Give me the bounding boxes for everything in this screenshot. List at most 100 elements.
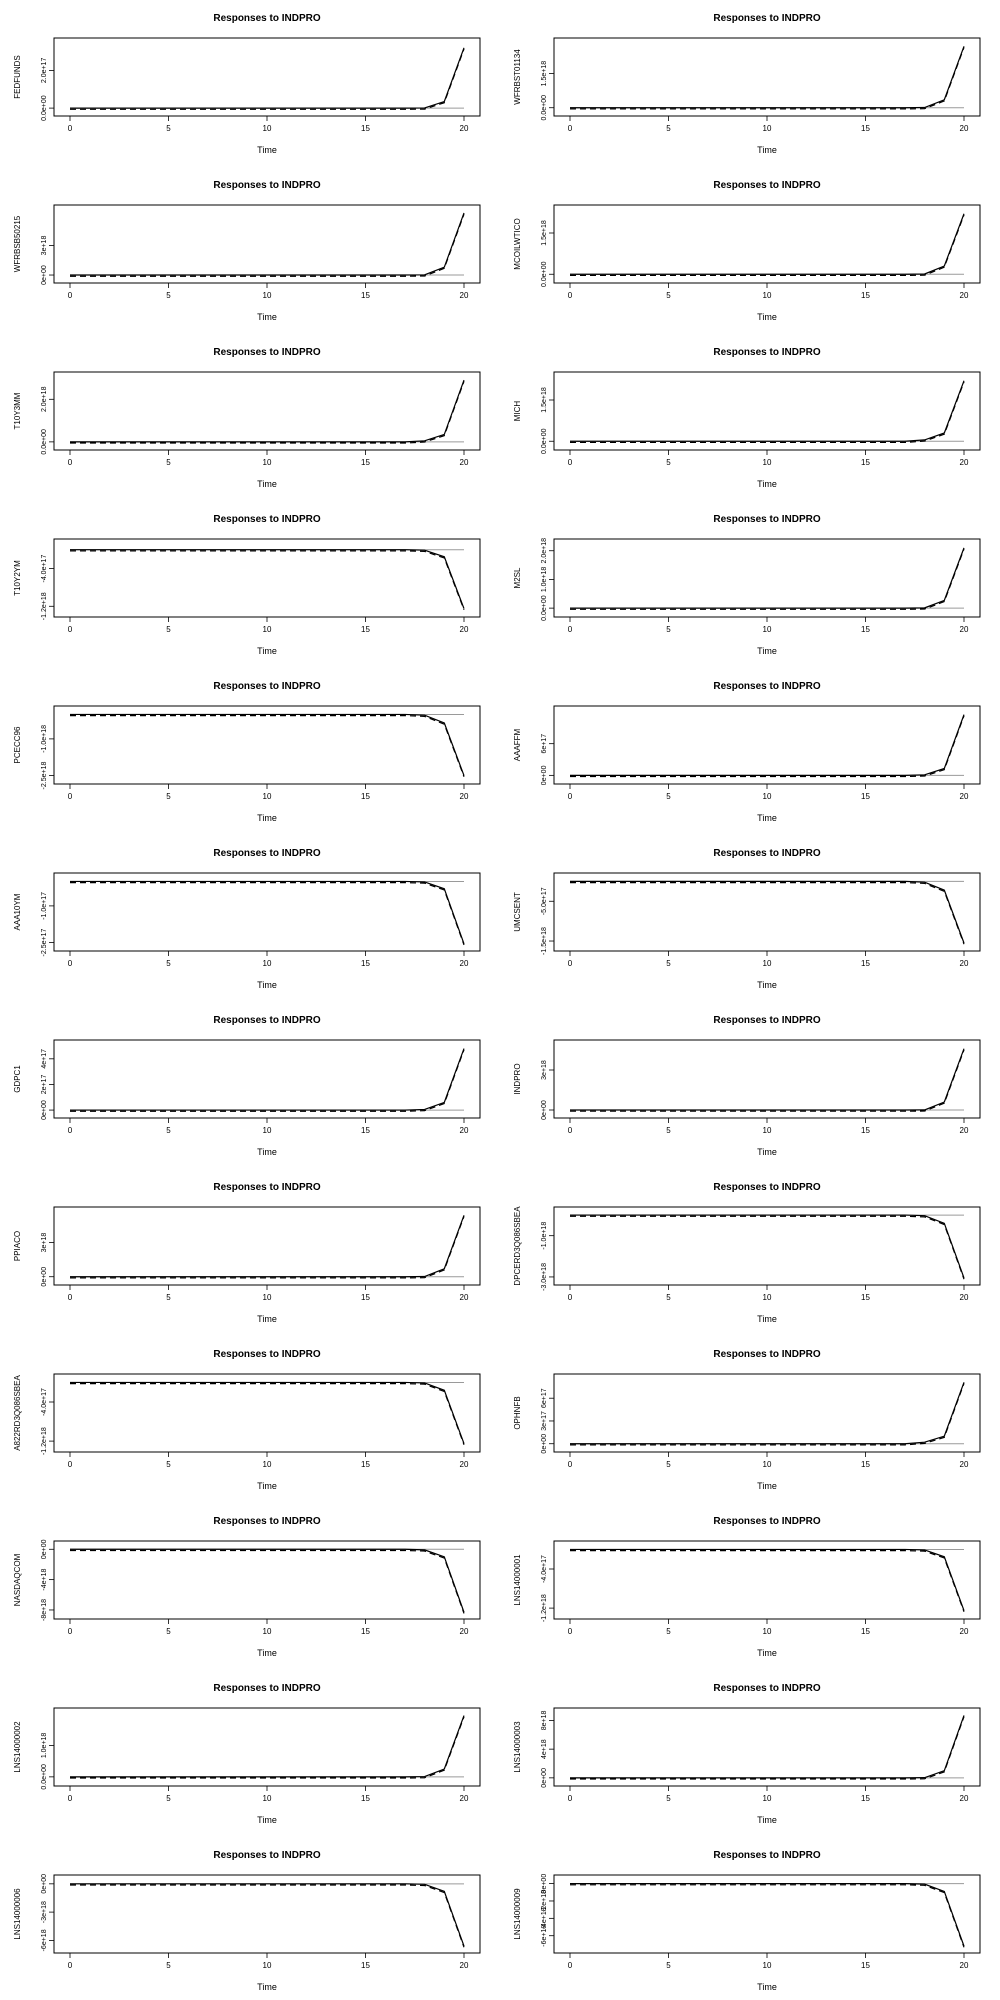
x-tick-label: 10 [763,124,772,133]
response-band-dashed [70,213,465,277]
x-tick-label: 15 [361,959,370,968]
plot-frame [553,1206,981,1286]
irf-panel-11: Responses to INDPRO 0 5 10 15 20 Time -1.5e+18 -… [513,848,981,990]
x-tick-label: 20 [960,458,969,467]
plot-frame [53,1707,481,1787]
plot-frame [53,204,481,284]
irf-panel-2: Responses to INDPRO 0 5 10 15 20 Time 0e+00 3e+1… [13,180,481,322]
response-band-dashed [70,1383,465,1445]
x-tick-label: 5 [166,291,171,300]
plot-frame [553,1540,981,1620]
panel-title: Responses to INDPRO [213,1015,320,1026]
panel-title: Responses to INDPRO [713,13,820,24]
y-axis-label: GDPC1 [13,1065,22,1093]
x-tick-label: 10 [763,1460,772,1469]
x-tick-label: 10 [763,291,772,300]
irf-panel-19: Responses to INDPRO 0 5 10 15 20 Time -1.2e+18 -… [513,1516,981,1658]
x-tick-label: 20 [460,1293,469,1302]
response-line [570,1048,965,1111]
x-axis-label: Time [757,1815,777,1825]
x-tick-label: 0 [68,291,73,300]
panel-title: Responses to INDPRO [713,1349,820,1360]
response-line [70,1215,465,1278]
response-band-dashed [570,548,965,610]
response-band-dashed [570,1049,965,1112]
y-tick-label: 0.0e+00 [41,95,48,121]
x-tick-label: 15 [861,458,870,467]
y-tick-label: -3.0e+18 [541,1263,548,1291]
y-axis-label: WFRBSB50215 [13,215,22,272]
x-tick-label: 15 [361,1126,370,1135]
panel-title: Responses to INDPRO [213,1516,320,1527]
x-tick-label: 20 [960,1794,969,1803]
x-tick-label: 20 [460,1460,469,1469]
y-tick-label: -5.0e+17 [541,887,548,915]
y-axis-label: M2SL [513,567,522,588]
y-tick-label: 8e+18 [541,1711,548,1731]
x-tick-label: 0 [568,959,573,968]
irf-panel-0: Responses to INDPRO 0 5 10 15 20 Time 0.0e+00 2.… [13,13,481,155]
x-axis-label: Time [757,1481,777,1491]
y-tick-label: -2.5e+17 [41,929,48,957]
x-tick-label: 5 [166,792,171,801]
irf-panel-14: Responses to INDPRO 0 5 10 15 20 Time 0e+00 3e+1… [13,1182,481,1324]
response-band-dashed [570,47,965,110]
x-tick-label: 0 [568,1627,573,1636]
x-tick-label: 0 [568,1293,573,1302]
y-axis-label: NASDAQCOM [13,1553,22,1606]
y-tick-label: 0e+00 [541,1434,548,1454]
x-tick-label: 0 [568,124,573,133]
plot-frame [53,1874,481,1954]
x-tick-label: 10 [263,1961,272,1970]
x-tick-label: 15 [861,625,870,634]
response-line [570,880,965,944]
panel-title: Responses to INDPRO [713,681,820,692]
x-tick-label: 0 [68,1126,73,1135]
x-axis-label: Time [757,312,777,322]
x-tick-label: 10 [763,1627,772,1636]
response-band-dashed [70,1549,465,1614]
response-line [70,379,465,443]
x-tick-label: 0 [68,1460,73,1469]
y-tick-label: -6e+18 [541,1925,548,1947]
y-tick-label: -1.0e+17 [41,892,48,920]
x-tick-label: 20 [460,1627,469,1636]
response-band-dashed [570,1215,965,1280]
x-tick-label: 5 [166,1794,171,1803]
y-tick-label: -6e+18 [41,1929,48,1951]
plot-frame [53,1206,481,1286]
x-tick-label: 20 [960,1961,969,1970]
y-axis-label: INDPRO [513,1063,522,1094]
y-axis-label: MICH [513,401,522,422]
x-tick-label: 10 [763,959,772,968]
x-tick-label: 5 [666,1961,671,1970]
x-axis-label: Time [257,813,277,823]
y-tick-label: 0.0e+00 [541,595,548,621]
plot-frame [53,538,481,618]
y-tick-label: -4e+18 [41,1569,48,1591]
x-tick-label: 20 [460,291,469,300]
plot-frame [53,1540,481,1620]
irf-panel-18: Responses to INDPRO 0 5 10 15 20 Time -8e+18 -4e… [13,1516,481,1658]
x-axis-label: Time [757,980,777,990]
panel-title: Responses to INDPRO [713,1015,820,1026]
plot-frame [53,872,481,952]
panel-title: Responses to INDPRO [213,1850,320,1861]
x-tick-label: 0 [68,1961,73,1970]
x-tick-label: 5 [666,959,671,968]
plot-frame [53,705,481,785]
x-tick-label: 5 [166,625,171,634]
x-axis-label: Time [257,1147,277,1157]
plot-frame [53,37,481,117]
x-tick-label: 5 [166,1961,171,1970]
irf-panel-22: Responses to INDPRO 0 5 10 15 20 Time -6e+18 -3e… [13,1850,481,1992]
x-tick-label: 20 [960,1126,969,1135]
panel-title: Responses to INDPRO [213,681,320,692]
x-tick-label: 0 [68,458,73,467]
plot-frame [553,204,981,284]
irf-panel-3: Responses to INDPRO 0 5 10 15 20 Time 0.0e+00 1.… [513,180,981,322]
response-band-dashed [570,381,965,444]
y-tick-label: 3e+18 [41,1233,48,1253]
y-tick-label: -3e+18 [41,1901,48,1923]
x-axis-label: Time [257,145,277,155]
